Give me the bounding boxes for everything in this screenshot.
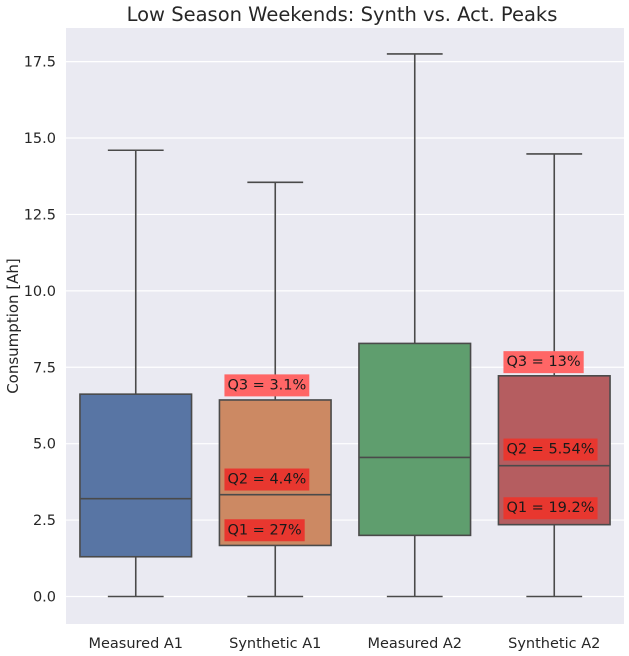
annotation-text: Q2 = 4.4% — [227, 472, 306, 488]
annotation-box — [224, 468, 310, 491]
annotation-box — [224, 374, 310, 397]
y-tick-label: 15.0 — [24, 131, 56, 147]
annotation-text: Q1 = 27% — [227, 522, 301, 538]
y-axis-ticks: 0.0 2.5 5.0 7.5 10.0 12.5 15.0 17.5 — [24, 55, 56, 606]
box-iqr — [358, 342, 472, 537]
y-tick-label: 2.5 — [33, 513, 56, 529]
annotation: Q2 = 5.54% — [503, 438, 598, 461]
y-tick-label: 10.0 — [24, 284, 56, 300]
annotation: Q2 = 4.4% — [224, 468, 310, 491]
annotation: Q1 = 27% — [224, 519, 305, 542]
annotations-group: Q3 = 3.1% Q2 = 4.4% Q1 = 27% Q3 = 13% Q2 = 5… — [224, 351, 598, 542]
chart-title: Low Season Weekends: Synth vs. Act. Peak… — [127, 3, 558, 26]
y-tick-label: 0.0 — [33, 589, 56, 605]
annotation: Q3 = 3.1% — [224, 374, 310, 397]
annotation-box — [503, 497, 598, 520]
box-iqr — [79, 393, 193, 558]
x-tick-label: Synthetic A2 — [508, 636, 600, 652]
annotation-text: Q3 = 13% — [506, 354, 580, 370]
annotation-text: Q1 = 19.2% — [506, 500, 594, 516]
y-tick-label: 5.0 — [33, 437, 56, 453]
y-tick-label: 12.5 — [24, 207, 56, 223]
box-3 — [358, 53, 472, 598]
annotation: Q3 = 13% — [503, 351, 584, 374]
y-axis-label: Consumption [Ah] — [4, 258, 22, 394]
x-tick-label: Measured A2 — [367, 636, 462, 652]
x-tick-label: Measured A1 — [88, 636, 183, 652]
y-tick-label: 17.5 — [24, 55, 56, 71]
annotation-text: Q2 = 5.54% — [506, 442, 594, 458]
annotation-box — [503, 351, 584, 374]
annotation-box — [503, 438, 598, 461]
y-tick-label: 7.5 — [33, 360, 56, 376]
x-tick-label: Synthetic A1 — [229, 636, 321, 652]
annotation-box — [224, 519, 305, 542]
annotation: Q1 = 19.2% — [503, 497, 598, 520]
x-axis-ticks: Measured A1 Synthetic A1 Measured A2 Synthe… — [88, 636, 600, 652]
box-1 — [79, 149, 193, 598]
annotation-text: Q3 = 3.1% — [227, 377, 306, 393]
